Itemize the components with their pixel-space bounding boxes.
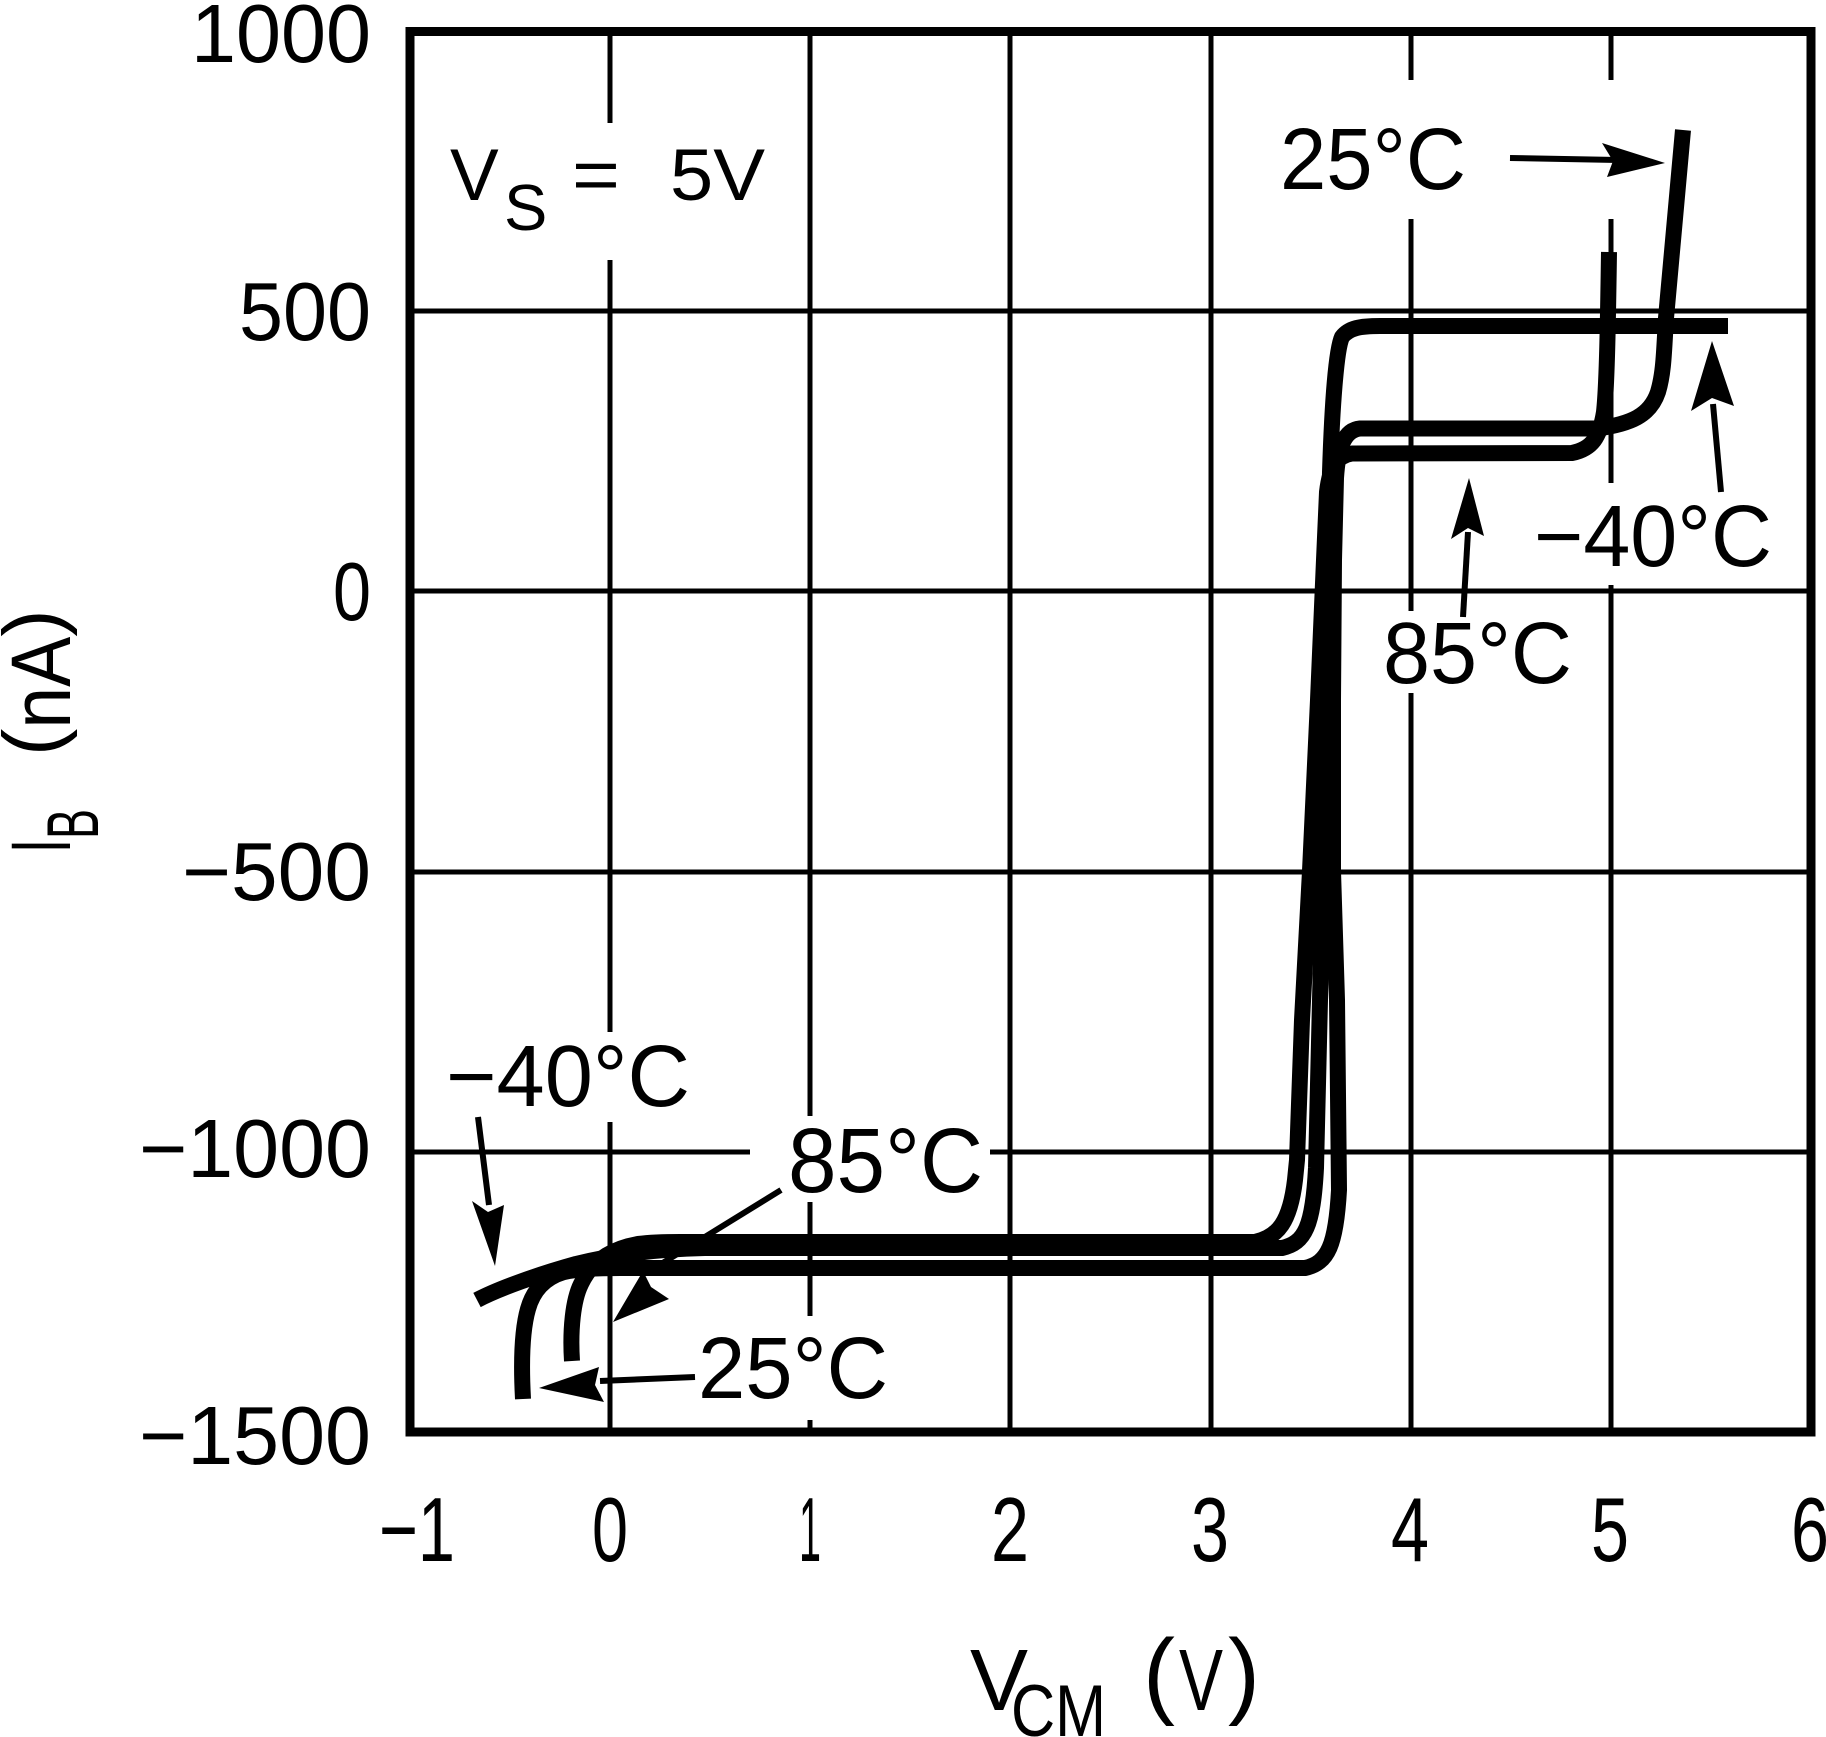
svg-text:1: 1 bbox=[799, 1480, 821, 1581]
svg-text:0: 0 bbox=[333, 545, 371, 638]
svg-text:85°C: 85°C bbox=[788, 1110, 983, 1212]
svg-text:85°C: 85°C bbox=[1383, 605, 1572, 702]
svg-text:−1000: −1000 bbox=[139, 1102, 371, 1195]
svg-text:5: 5 bbox=[1591, 1480, 1629, 1581]
svg-text:25°C: 25°C bbox=[1280, 111, 1466, 208]
svg-text:1000: 1000 bbox=[191, 0, 371, 80]
svg-text:3: 3 bbox=[1191, 1480, 1229, 1581]
svg-text:25°C: 25°C bbox=[698, 1320, 888, 1417]
svg-text:−500: −500 bbox=[182, 825, 371, 918]
svg-text:6: 6 bbox=[1791, 1480, 1826, 1581]
svg-text:−1500: −1500 bbox=[139, 1389, 371, 1482]
svg-text:−40°C: −40°C bbox=[446, 1028, 690, 1125]
svg-text:IB(nA): IB(nA) bbox=[0, 609, 114, 853]
svg-text:2: 2 bbox=[991, 1480, 1029, 1581]
svg-text:−1: −1 bbox=[379, 1480, 455, 1581]
svg-text:−40°C: −40°C bbox=[1534, 488, 1772, 585]
svg-text:4: 4 bbox=[1391, 1480, 1429, 1581]
svg-text:0: 0 bbox=[592, 1480, 628, 1581]
svg-text:500: 500 bbox=[239, 265, 371, 358]
